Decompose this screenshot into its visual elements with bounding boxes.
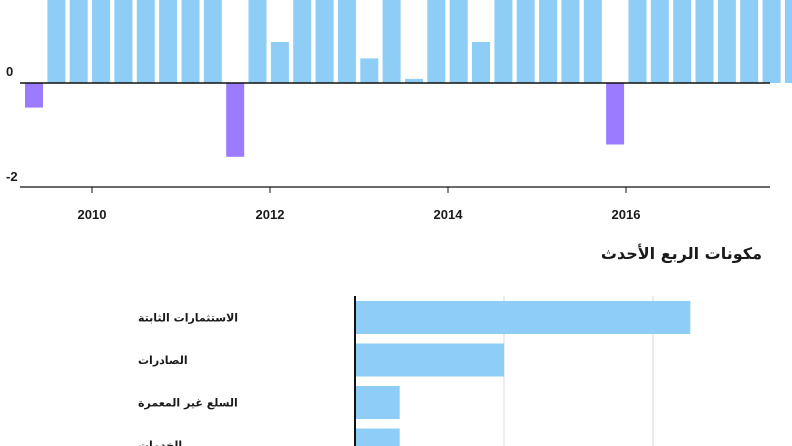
bar: [561, 0, 580, 83]
bar: [136, 0, 155, 83]
component-bar: [355, 428, 400, 446]
bar: [248, 0, 267, 83]
bar: [717, 0, 736, 83]
component-bar: [355, 343, 504, 377]
bar: [427, 0, 446, 83]
bar: [762, 0, 781, 83]
category-label: الخدمات: [138, 439, 182, 446]
bar: [114, 0, 133, 83]
bar: [784, 0, 792, 83]
bar: [695, 0, 714, 83]
bar: [159, 0, 178, 83]
x-tick-label: 2016: [612, 207, 641, 222]
bar: [360, 58, 379, 83]
x-tick-label: 2010: [78, 207, 107, 222]
bar: [516, 0, 535, 83]
category-label: الصادرات: [138, 354, 188, 367]
bar: [315, 0, 334, 83]
bar: [740, 0, 759, 83]
category-label: السلع غير المعمرة: [138, 397, 238, 410]
bar: [337, 0, 356, 83]
component-bar: [355, 301, 691, 334]
bar: [583, 0, 602, 83]
y-tick-label: -2: [6, 169, 18, 184]
bar: [293, 0, 312, 83]
bar: [494, 0, 513, 83]
bar: [405, 78, 423, 83]
bar: [650, 0, 669, 83]
component-bar: [355, 386, 400, 419]
latest-quarter-title: مكونات الربع الأحدث: [600, 244, 762, 263]
bar: [606, 83, 625, 145]
bar: [270, 42, 289, 83]
bar: [47, 0, 66, 83]
x-tick-label: 2012: [256, 207, 285, 222]
bar: [203, 0, 222, 83]
bar: [181, 0, 200, 83]
y-tick-label: 0: [6, 64, 13, 79]
quarterly-bar-chart: 0 -2 2010 2012 2014 2016: [6, 0, 792, 222]
bar: [382, 0, 401, 83]
bar: [25, 83, 43, 108]
bar: [92, 0, 111, 83]
bar: [69, 0, 88, 83]
bar: [539, 0, 558, 83]
bar: [449, 0, 468, 83]
bar: [628, 0, 647, 83]
bar: [472, 42, 490, 83]
bar: [673, 0, 692, 83]
x-tick-label: 2014: [434, 207, 464, 222]
bar: [226, 83, 245, 157]
category-label: الاستثمارات الثابتة: [138, 312, 238, 325]
